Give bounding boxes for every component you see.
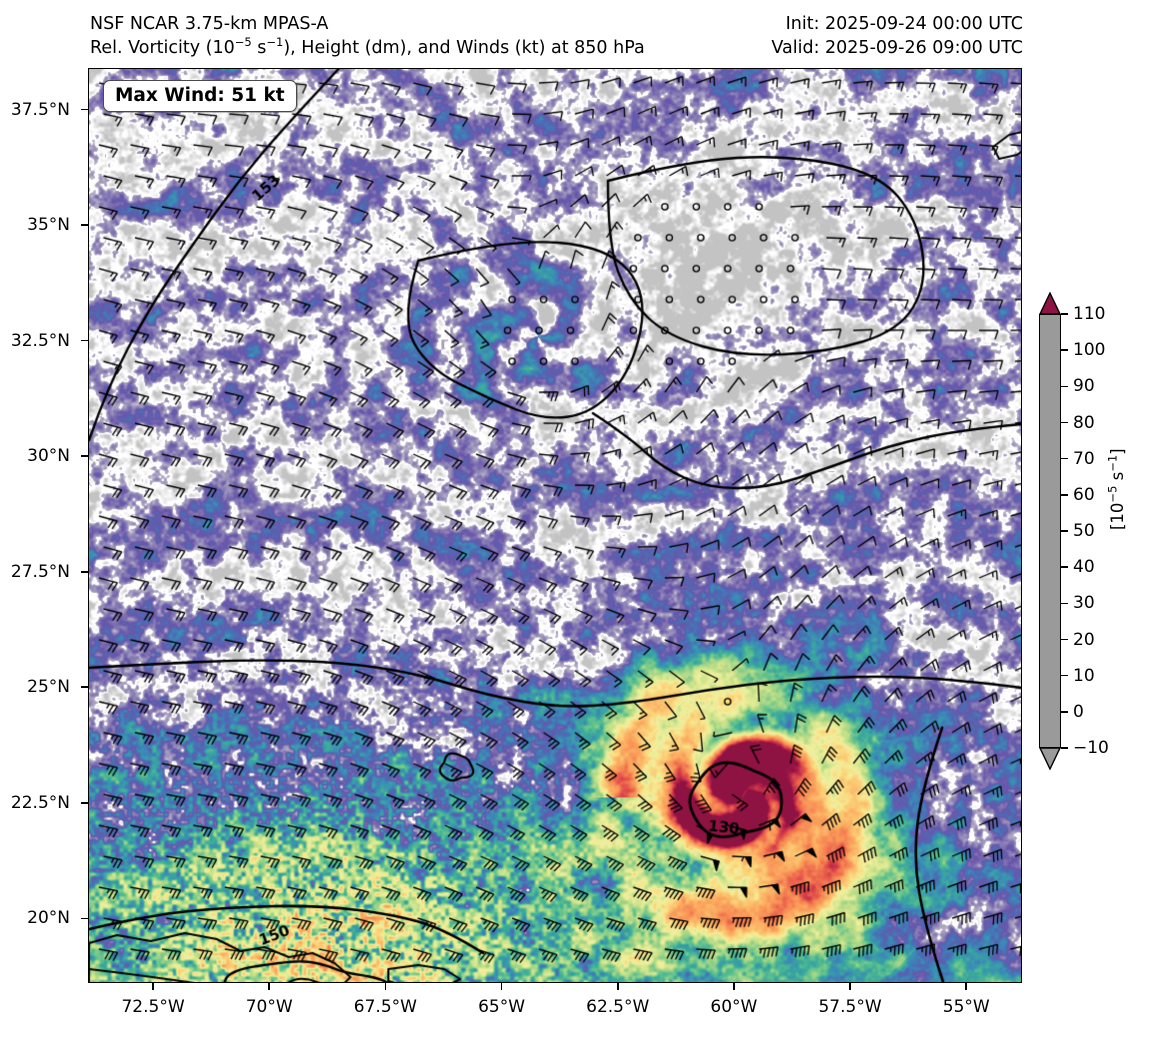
latitude-tick-mark	[81, 917, 88, 920]
latitude-tick-label: 20°N	[27, 908, 70, 929]
colorbar-extend-top-icon	[1039, 292, 1061, 315]
colorbar-tick-label: 40	[1073, 557, 1095, 578]
longitude-tick-mark	[384, 983, 387, 990]
field-title-exp-neg1: −1	[266, 35, 284, 50]
cb-unit-post: ]	[1108, 448, 1127, 455]
colorbar-unit-label: [10−5 s−1]	[1105, 448, 1128, 530]
colorbar-tick-mark	[1061, 457, 1068, 460]
colorbar-tick-label: 70	[1073, 448, 1095, 469]
longitude-tick-label: 60°W	[710, 997, 758, 1017]
cb-unit-pre: [10	[1108, 502, 1127, 530]
colorbar-tick-mark	[1061, 674, 1068, 677]
latitude-tick-label: 27.5°N	[10, 561, 70, 582]
longitude-tick-mark	[268, 983, 271, 990]
colorbar-tick-mark	[1061, 602, 1068, 605]
colorbar-tick-label: 0	[1073, 701, 1084, 722]
colorbar-body	[1039, 314, 1061, 748]
colorbar-tick-mark	[1061, 421, 1068, 424]
field-title-exp-neg5: −5	[234, 35, 252, 50]
longitude-tick-label: 57.5°W	[818, 997, 882, 1017]
latitude-tick-mark	[81, 455, 88, 457]
longitude-tick-mark	[616, 983, 619, 990]
latitude-tick-label: 30°N	[27, 446, 70, 467]
colorbar[interactable]	[1039, 292, 1061, 770]
longitude-tick-mark	[500, 983, 503, 990]
colorbar-tick-label: 90	[1073, 376, 1095, 397]
colorbar-tick-mark	[1061, 313, 1068, 315]
latitude-tick-mark	[81, 224, 88, 226]
latitude-tick-mark	[81, 108, 88, 111]
colorbar-tick-label: −10	[1073, 738, 1109, 758]
colorbar-gradient	[1040, 315, 1060, 747]
vorticity-wind-map-canvas	[89, 69, 1021, 982]
colorbar-tick-label: 20	[1073, 629, 1095, 650]
model-title-line: NSF NCAR 3.75-km MPAS-A	[90, 14, 329, 34]
colorbar-tick-label: 30	[1073, 593, 1095, 614]
colorbar-tick-mark	[1061, 530, 1068, 532]
colorbar-tick-label: 110	[1073, 304, 1106, 324]
latitude-tick-label: 32.5°N	[10, 330, 70, 351]
colorbar-tick-mark	[1061, 349, 1068, 351]
field-title-pre: Rel. Vorticity (10	[90, 38, 235, 58]
field-title-line: Rel. Vorticity (10−5 s−1), Height (dm), …	[90, 36, 730, 60]
cb-unit-mid: s	[1108, 471, 1127, 486]
longitude-tick-mark	[965, 983, 968, 990]
run-metadata: Init: 2025-09-24 00:00 UTC Valid: 2025-0…	[771, 12, 1023, 60]
init-time-label: Init: 2025-09-24 00:00 UTC	[785, 14, 1023, 34]
colorbar-tick-label: 60	[1073, 484, 1095, 505]
longitude-tick-mark	[849, 983, 851, 990]
max-wind-badge: Max Wind: 51 kt	[103, 80, 297, 112]
longitude-tick-label: 55°W	[942, 997, 990, 1017]
latitude-tick-label: 22.5°N	[10, 792, 70, 813]
latitude-tick-mark	[81, 339, 88, 342]
latitude-tick-label: 25°N	[27, 677, 70, 698]
colorbar-tick-label: 80	[1073, 412, 1095, 433]
colorbar-tick-mark	[1061, 747, 1068, 749]
map-plot-area[interactable]	[88, 68, 1022, 983]
colorbar-tick-mark	[1061, 711, 1068, 713]
colorbar-tick-mark	[1061, 385, 1068, 388]
longitude-tick-label: 70°W	[245, 997, 293, 1017]
colorbar-tick-mark	[1061, 566, 1068, 568]
longitude-tick-mark	[733, 983, 735, 990]
colorbar-extend-bottom-icon	[1039, 747, 1061, 770]
valid-time-label: Valid: 2025-09-26 09:00 UTC	[771, 38, 1023, 58]
longitude-tick-label: 62.5°W	[586, 997, 650, 1017]
latitude-axis: 37.5°N 35°N 32.5°N 30°N 27.5°N 25°N 22.5°N 20°N	[0, 0, 78, 1038]
colorbar-tick-label: 100	[1073, 340, 1106, 361]
latitude-tick-label: 35°N	[27, 215, 70, 236]
field-title-post: ), Height (dm), and Winds (kt) at 850 hP…	[283, 38, 645, 58]
colorbar-tick-mark	[1061, 638, 1068, 641]
field-title-mid: s	[251, 38, 267, 58]
figure-title: NSF NCAR 3.75-km MPAS-A Rel. Vorticity (…	[90, 12, 730, 60]
colorbar-tick-mark	[1061, 494, 1068, 496]
cb-unit-exp2: −1	[1105, 454, 1120, 472]
latitude-tick-mark	[81, 686, 88, 689]
colorbar-tick-label: 10	[1073, 665, 1095, 686]
longitude-tick-label: 65°W	[478, 997, 526, 1017]
latitude-tick-mark	[81, 801, 88, 804]
latitude-tick-mark	[81, 570, 88, 573]
longitude-tick-mark	[152, 983, 154, 990]
cb-unit-exp1: −5	[1105, 485, 1120, 503]
longitude-tick-label: 67.5°W	[353, 997, 417, 1017]
longitude-tick-label: 72.5°W	[121, 997, 185, 1017]
latitude-tick-label: 37.5°N	[10, 99, 70, 120]
colorbar-tick-label: 50	[1073, 521, 1095, 541]
